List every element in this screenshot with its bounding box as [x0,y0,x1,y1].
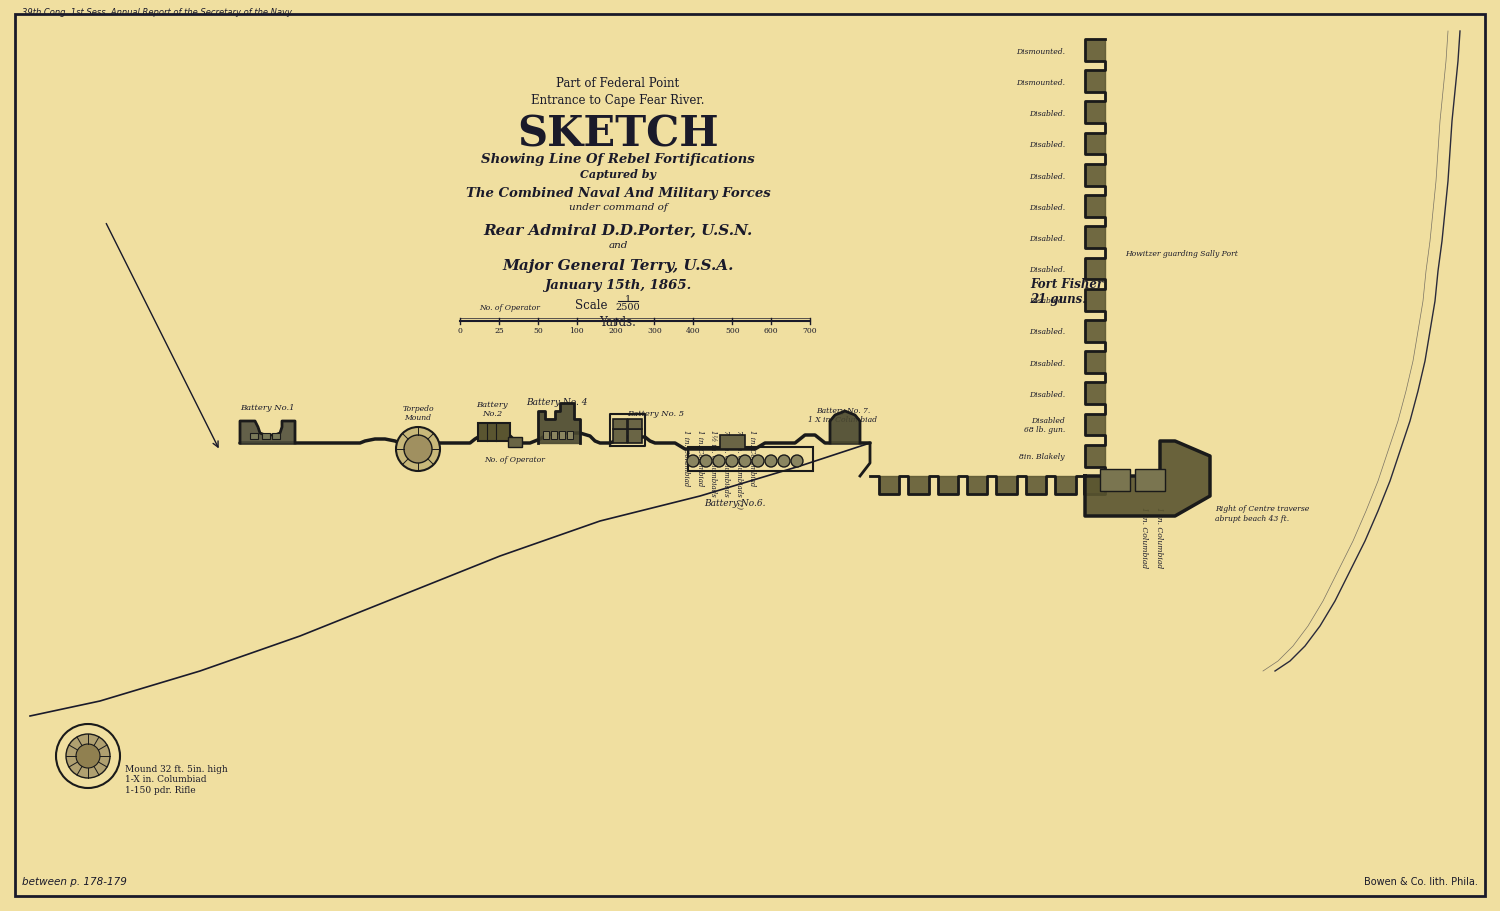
Text: No. of Operator: No. of Operator [480,303,540,312]
Text: Battery No. 5: Battery No. 5 [627,410,684,417]
Bar [251,434,258,439]
Text: 700: 700 [802,327,818,334]
Text: Battery No. 7.
1 X in. Columbiad: Battery No. 7. 1 X in. Columbiad [808,406,877,424]
Text: Disabled
68 lb. gun.: Disabled 68 lb. gun. [1023,417,1065,434]
Text: Bowen & Co. lith. Phila.: Bowen & Co. lith. Phila. [1364,876,1478,886]
Circle shape [66,734,110,778]
Text: The Combined Naval And Military Forces: The Combined Naval And Military Forces [465,187,771,200]
Text: No. of Operator: No. of Operator [484,456,546,464]
Circle shape [765,456,777,467]
Bar [720,435,746,449]
Polygon shape [870,476,1106,495]
Bar [614,420,627,429]
Text: Disabled.: Disabled. [1029,141,1065,149]
Text: 1 in. Columbiad: 1 in. Columbiad [696,429,703,486]
Text: Right of Centre traverse
abrupt beach 43 ft.: Right of Centre traverse abrupt beach 43… [1215,505,1310,522]
Text: Disabled.: Disabled. [1029,110,1065,118]
Text: Fort Fisher
21 guns.: Fort Fisher 21 guns. [1030,278,1102,306]
Text: 1 in. Columbiad: 1 in. Columbiad [1155,507,1162,568]
Text: Battery No.1: Battery No.1 [240,404,294,412]
Bar [272,434,280,439]
Text: Disabled.: Disabled. [1029,172,1065,180]
Text: 25: 25 [494,327,504,334]
Bar [628,429,642,444]
Text: Disabled.: Disabled. [1029,235,1065,242]
Bar [567,432,573,439]
Text: Captured by: Captured by [580,169,656,179]
Text: 1: 1 [626,294,632,303]
Text: 8in. Blakely: 8in. Blakely [1020,453,1065,460]
Polygon shape [1084,442,1210,517]
Bar [628,420,642,429]
Text: Disabled.: Disabled. [1029,203,1065,211]
Text: under command of: under command of [568,203,668,211]
Text: 1 in. Columbiad: 1 in. Columbiad [682,429,690,486]
Text: Disabled.: Disabled. [1029,328,1065,336]
Text: 39th Cong. 1st Sess. Annual Report of the Secretary of the Navy.: 39th Cong. 1st Sess. Annual Report of th… [22,8,294,17]
Text: 200: 200 [608,327,622,334]
Circle shape [700,456,712,467]
Bar [543,432,549,439]
Text: Mound 32 ft. 5in. high
1-X in. Columbiad
1-150 pdr. Rifle: Mound 32 ft. 5in. high 1-X in. Columbiad… [124,764,228,793]
Text: January 15th, 1865.: January 15th, 1865. [544,279,692,292]
Circle shape [740,456,752,467]
Text: 7½ in. Columbiads (2): 7½ in. Columbiads (2) [735,429,742,508]
Circle shape [76,744,101,768]
Text: Rear Admiral D.D.Porter, U.S.N.: Rear Admiral D.D.Porter, U.S.N. [483,223,753,237]
Circle shape [712,456,724,467]
Text: 600: 600 [764,327,778,334]
Polygon shape [830,412,860,444]
Bar [688,447,813,472]
Bar [509,437,522,447]
Circle shape [778,456,790,467]
Text: Scale: Scale [576,299,608,312]
Circle shape [726,456,738,467]
Text: Disabled.: Disabled. [1029,266,1065,274]
Bar [550,432,556,439]
Text: Major General Terry, U.S.A.: Major General Terry, U.S.A. [503,259,734,272]
Text: Part of Federal Point: Part of Federal Point [556,77,680,90]
Bar [478,424,510,442]
Text: between p. 178-179: between p. 178-179 [22,876,128,886]
Circle shape [687,456,699,467]
Text: 100: 100 [570,327,584,334]
Text: 7½ in. Columbiads: 7½ in. Columbiads [722,429,730,496]
Circle shape [790,456,802,467]
Text: and: and [609,241,627,250]
Text: Battery No. 4: Battery No. 4 [526,397,588,406]
Circle shape [396,427,439,472]
Circle shape [404,435,432,464]
Text: 1 in. Columbiad: 1 in. Columbiad [748,429,756,486]
Polygon shape [1084,40,1106,476]
Text: 2500: 2500 [615,302,640,312]
Bar [614,429,627,444]
Text: 500: 500 [724,327,740,334]
Polygon shape [240,422,296,444]
Text: 0: 0 [458,327,462,334]
Text: Entrance to Cape Fear River.: Entrance to Cape Fear River. [531,94,705,107]
Polygon shape [538,404,580,444]
Text: Disabled.: Disabled. [1029,359,1065,367]
Text: 1 in. Columbiad: 1 in. Columbiad [1140,507,1148,568]
Text: 50: 50 [532,327,543,334]
Bar [560,432,566,439]
Text: Disabled.: Disabled. [1029,390,1065,398]
Bar [1136,469,1166,491]
Text: Torpedo
Mound: Torpedo Mound [402,404,433,422]
Text: Dismounted.: Dismounted. [1016,79,1065,87]
Text: Battery No.6.: Battery No.6. [705,498,765,507]
Text: Battery
No.2: Battery No.2 [476,400,508,417]
Text: 1½ in. Columbiads: 1½ in. Columbiads [710,429,717,496]
Circle shape [752,456,764,467]
Text: Yards.: Yards. [600,315,636,329]
Text: SKETCH: SKETCH [518,113,718,155]
Text: Showing Line Of Rebel Fortifications: Showing Line Of Rebel Fortifications [482,153,754,166]
Text: 300: 300 [646,327,662,334]
Text: Disabled.: Disabled. [1029,297,1065,305]
Bar [1100,469,1130,491]
Text: 400: 400 [686,327,700,334]
Text: Howitzer guarding Sally Port: Howitzer guarding Sally Port [1125,250,1238,258]
Text: Dismounted.: Dismounted. [1016,48,1065,56]
Bar [262,434,270,439]
